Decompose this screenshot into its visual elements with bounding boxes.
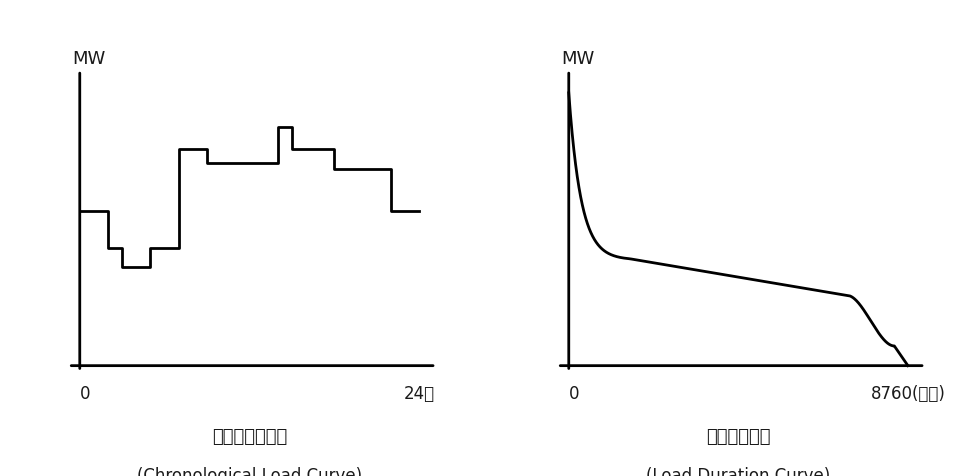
- Text: 실시간부하곡선: 실시간부하곡선: [211, 427, 286, 446]
- Text: 부하지속곡선: 부하지속곡선: [705, 427, 770, 446]
- Text: 8760(시간): 8760(시간): [870, 386, 945, 403]
- Text: 0: 0: [569, 386, 578, 403]
- Text: (Load Duration Curve): (Load Duration Curve): [646, 467, 829, 476]
- Text: MW: MW: [72, 50, 106, 68]
- Text: MW: MW: [561, 50, 594, 68]
- Text: (Chronological Load Curve): (Chronological Load Curve): [137, 467, 361, 476]
- Text: 0: 0: [80, 386, 90, 403]
- Text: 24시: 24시: [403, 386, 434, 403]
